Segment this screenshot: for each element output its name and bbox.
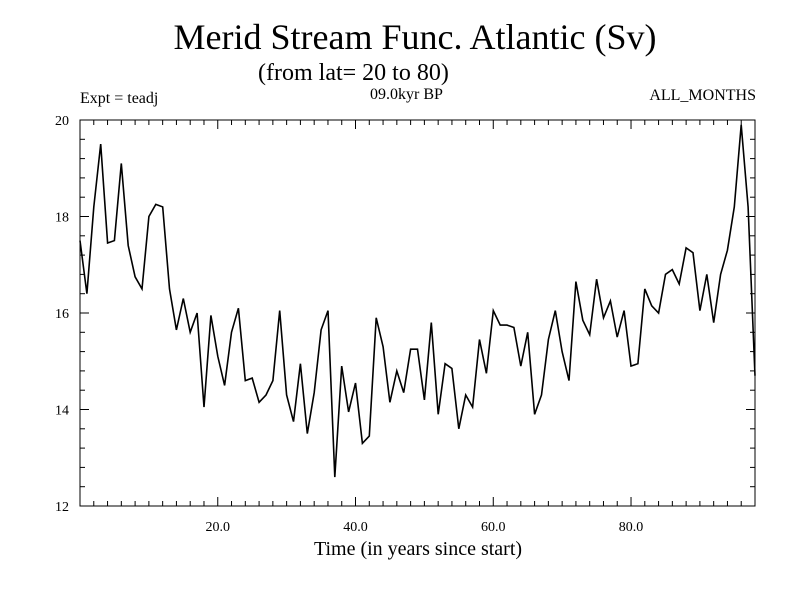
x-tick-label: 20.0: [206, 520, 231, 535]
months-label: ALL_MONTHS: [649, 87, 756, 104]
y-tick-label: 18: [55, 211, 69, 226]
y-tick-label: 14: [55, 404, 69, 419]
y-tick-label: 20: [55, 114, 69, 129]
y-tick-label: 16: [55, 307, 69, 322]
experiment-label: Expt = teadj: [80, 90, 159, 107]
y-tick-label: 12: [55, 500, 69, 515]
period-label: 09.0kyr BP: [370, 86, 443, 103]
series-line: [79, 124, 756, 478]
chart-subtitle: (from lat= 20 to 80): [258, 60, 449, 86]
x-tick-label: 40.0: [343, 520, 368, 535]
x-tick-label: 60.0: [481, 520, 506, 535]
x-tick-label: 80.0: [619, 520, 644, 535]
chart-title: Merid Stream Func. Atlantic (Sv): [173, 17, 657, 57]
x-axis-label: Time (in years since start): [313, 538, 523, 560]
plot-frame: [79, 119, 756, 507]
